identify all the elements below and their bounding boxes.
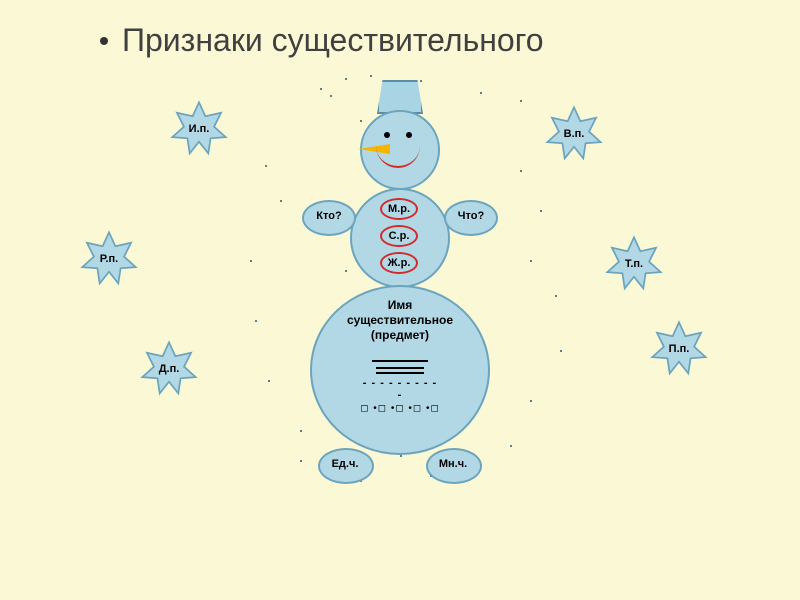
gender-zh: Ж.р. xyxy=(380,252,418,274)
snowman-diagram: Кто? Что? М.р. С.р. Ж.р. Имя существител… xyxy=(260,80,540,580)
arm-left-label: Кто? xyxy=(302,210,356,222)
base-underlines: - - - - - - - - - - ◻ •◻ •◻ •◻ •◻ xyxy=(360,355,440,414)
case-star-label: Д.п. xyxy=(140,340,198,398)
symbols-line: ◻ •◻ •◻ •◻ •◻ xyxy=(360,403,440,414)
foot-left-label: Ед.ч. xyxy=(318,458,372,470)
gender-m: М.р. xyxy=(380,198,418,220)
dot-icon xyxy=(560,350,562,352)
case-star-label: В.п. xyxy=(545,105,603,163)
base-title-l3: (предмет) xyxy=(320,328,480,343)
underline-icon xyxy=(376,372,424,374)
base-title-l1: Имя xyxy=(320,298,480,313)
base-title-l2: существительное xyxy=(320,313,480,328)
case-star-label: П.п. xyxy=(650,320,708,378)
dot-icon xyxy=(555,295,557,297)
case-star-label: И.п. xyxy=(170,100,228,158)
title-row: Признаки существительного xyxy=(100,22,543,59)
arm-right-label: Что? xyxy=(444,210,498,222)
underline-icon xyxy=(376,367,424,369)
base-title: Имя существительное (предмет) xyxy=(320,298,480,343)
case-star: В.п. xyxy=(545,105,603,163)
case-star-label: Р.п. xyxy=(80,230,138,288)
case-star: П.п. xyxy=(650,320,708,378)
gender-s: С.р. xyxy=(380,225,418,247)
case-star: Д.п. xyxy=(140,340,198,398)
bucket-icon xyxy=(377,80,423,114)
foot-right-label: Мн.ч. xyxy=(426,458,480,470)
page-title: Признаки существительного xyxy=(122,22,543,59)
dot-icon xyxy=(255,320,257,322)
case-star-label: Т.п. xyxy=(605,235,663,293)
case-star: Р.п. xyxy=(80,230,138,288)
bullet-icon xyxy=(100,37,108,45)
case-star: Т.п. xyxy=(605,235,663,293)
dot-icon xyxy=(370,75,372,77)
underline-icon xyxy=(372,360,428,362)
dashes-line: - - - - - - - - - - xyxy=(360,377,440,401)
dot-icon xyxy=(540,210,542,212)
dot-icon xyxy=(250,260,252,262)
case-star: И.п. xyxy=(170,100,228,158)
